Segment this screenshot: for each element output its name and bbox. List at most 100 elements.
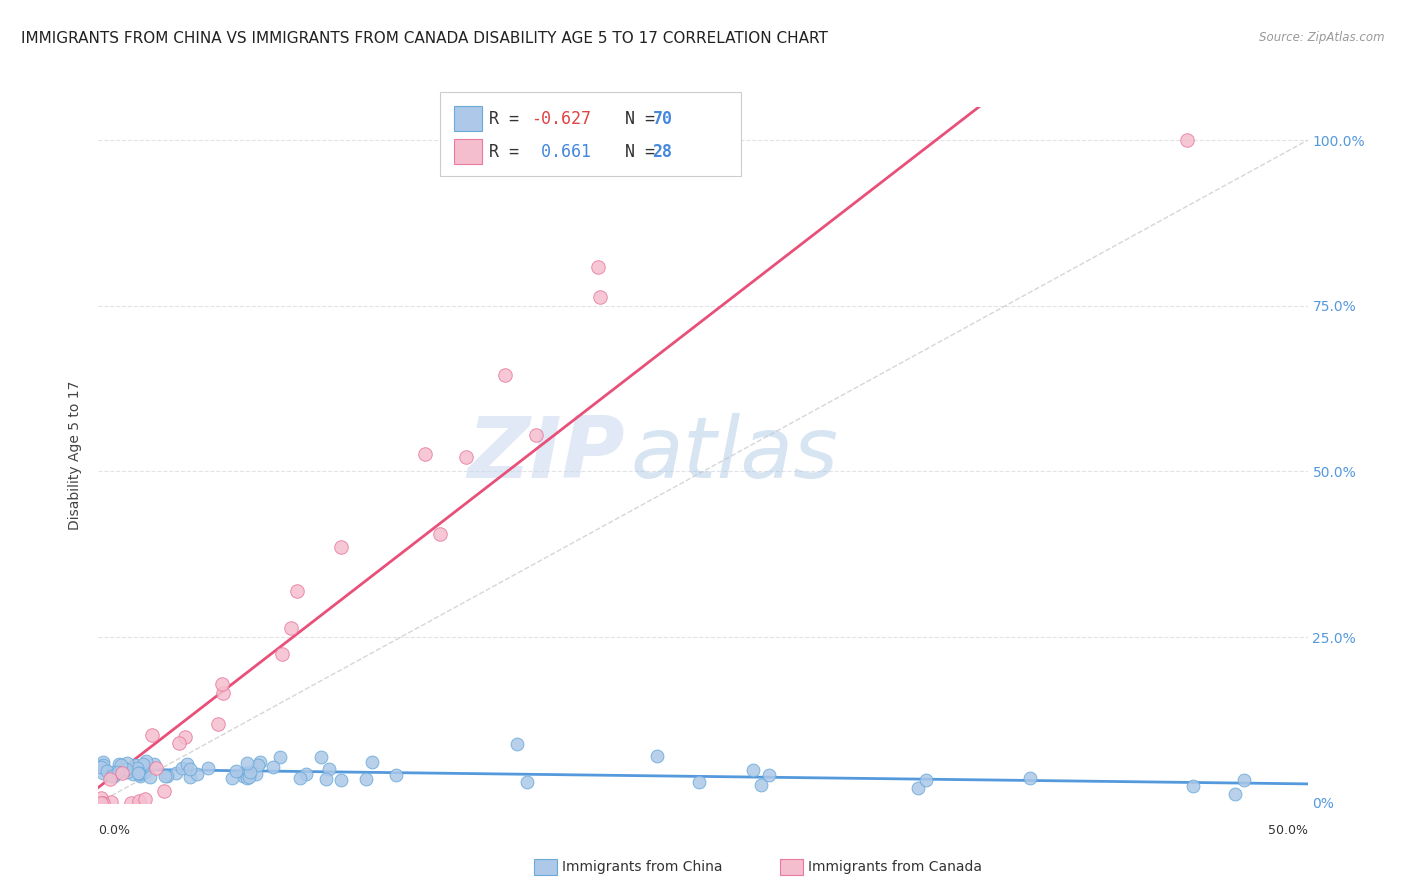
Point (103, 769, 125, 783)
Point (91, 755, 114, 769)
Point (915, 772, 938, 787)
Point (125, 761, 148, 775)
Point (429, 527, 451, 541)
Point (516, 774, 538, 789)
Point (235, 771, 257, 785)
Point (129, 767, 152, 781)
Point (129, 769, 152, 783)
Point (742, 764, 765, 778)
Point (385, 768, 408, 782)
Text: IMMIGRANTS FROM CHINA VS IMMIGRANTS FROM CANADA DISABILITY AGE 5 TO 17 CORRELATI: IMMIGRANTS FROM CHINA VS IMMIGRANTS FROM… (21, 31, 828, 46)
Point (269, 750, 291, 764)
Point (167, 736, 190, 750)
Point (176, 757, 198, 772)
Point (90, 796, 112, 810)
Point (128, 794, 150, 808)
Point (645, 749, 668, 764)
Text: 70: 70 (652, 110, 672, 128)
Point (96, 764, 118, 779)
Point (186, 766, 208, 780)
Point (90, 790, 112, 805)
Point (105, 766, 128, 780)
Point (107, 765, 129, 780)
Text: 50.0%: 50.0% (1268, 824, 1308, 837)
Point (688, 774, 710, 789)
Text: atlas: atlas (630, 413, 838, 497)
Point (91, 766, 114, 780)
Point (1175, 133, 1198, 147)
Point (115, 763, 138, 777)
Text: N =: N = (605, 143, 665, 161)
Point (90, 760, 112, 774)
Point (91, 796, 114, 810)
Point (239, 764, 262, 779)
Point (115, 756, 138, 771)
Point (135, 754, 157, 768)
Text: R =: R = (489, 110, 529, 128)
Point (330, 772, 353, 787)
Point (108, 756, 131, 771)
Point (524, 427, 547, 442)
Point (211, 686, 233, 700)
Text: N =: N = (605, 110, 665, 128)
Point (586, 260, 609, 274)
Point (361, 755, 384, 769)
Point (758, 767, 780, 781)
Point (90, 796, 112, 810)
Point (156, 769, 179, 783)
Point (1018, 772, 1040, 786)
Point (749, 778, 772, 792)
Point (354, 772, 377, 786)
Point (232, 769, 254, 783)
Point (197, 761, 219, 775)
Point (280, 621, 302, 635)
Point (330, 540, 353, 554)
Point (101, 764, 124, 779)
Point (98, 772, 121, 787)
Point (413, 447, 436, 461)
Text: 0.661: 0.661 (531, 143, 592, 161)
Point (454, 450, 477, 464)
Point (165, 765, 187, 780)
Text: 28: 28 (652, 143, 672, 161)
Point (91, 757, 114, 772)
Point (120, 796, 142, 810)
Point (285, 583, 308, 598)
Point (174, 731, 197, 745)
Point (101, 769, 124, 783)
Point (225, 764, 247, 778)
Point (1225, 787, 1247, 801)
Point (128, 766, 150, 780)
Point (315, 772, 337, 786)
Point (246, 758, 269, 772)
Point (294, 766, 316, 780)
Text: Immigrants from China: Immigrants from China (562, 860, 723, 874)
Y-axis label: Disability Age 5 to 17: Disability Age 5 to 17 (69, 380, 83, 530)
Text: Source: ZipAtlas.com: Source: ZipAtlas.com (1260, 31, 1385, 45)
Point (211, 676, 233, 690)
Text: 0.0%: 0.0% (98, 824, 131, 837)
Point (152, 784, 174, 798)
Point (245, 767, 267, 781)
Point (127, 765, 149, 780)
Point (142, 757, 165, 772)
Text: ZIP: ZIP (467, 413, 624, 497)
Point (262, 760, 284, 774)
Point (290, 771, 312, 785)
Point (907, 781, 929, 796)
Point (588, 290, 610, 304)
Point (179, 762, 201, 776)
Point (506, 738, 529, 752)
Point (1233, 773, 1256, 788)
Point (111, 765, 134, 780)
Point (110, 758, 132, 772)
Point (90, 796, 112, 810)
Point (238, 770, 260, 784)
Point (1182, 779, 1205, 793)
Text: -0.627: -0.627 (531, 110, 592, 128)
Point (270, 647, 292, 661)
Point (232, 765, 254, 780)
Point (236, 756, 259, 771)
Point (134, 764, 156, 779)
Text: R =: R = (489, 143, 529, 161)
